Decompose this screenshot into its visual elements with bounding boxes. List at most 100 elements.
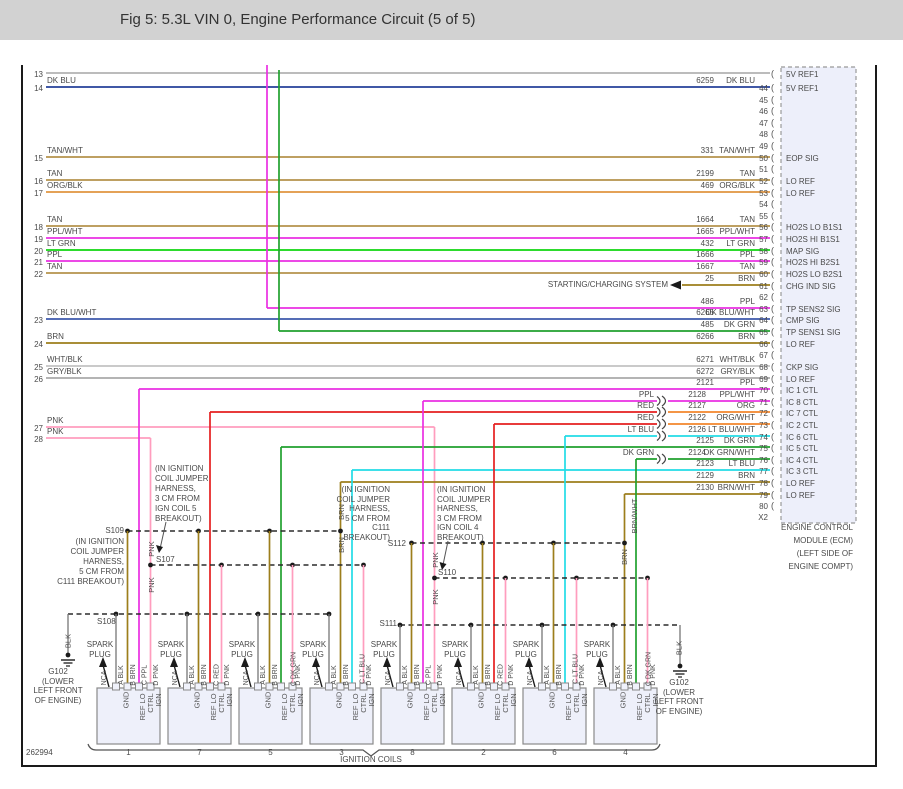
coil-pin-function-label: CTRL (500, 692, 510, 713)
coil-wire-label: C PPL (141, 664, 149, 685)
ignition-coil-box (96, 687, 161, 745)
ecm-pin-number: 70 (759, 386, 768, 395)
nca-label: NCA (313, 670, 321, 686)
pin-terminal-glyph: ( (771, 326, 774, 337)
coil-pin-function-label: CTRL (642, 692, 652, 713)
note-line: IGN COIL 4 (437, 523, 479, 532)
splice-wire-color-label: DK GRN (622, 448, 654, 457)
pin-terminal-glyph: ( (771, 256, 774, 267)
circuit-number: 1667 (696, 262, 714, 271)
pin-terminal-glyph: ( (771, 396, 774, 407)
pin-terminal-glyph: ( (771, 303, 774, 314)
pin-terminal-glyph: ( (771, 175, 774, 186)
ecm-pin-number: 51 (759, 165, 768, 174)
wire-color-label: PNK (430, 589, 440, 605)
splice-wire-color-label: RED (637, 401, 654, 410)
left-pin-number: 28 (34, 435, 43, 444)
coil-number: 7 (197, 748, 202, 757)
coil-terminal (549, 682, 558, 691)
circuit-number: 432 (700, 239, 714, 248)
pin-terminal-glyph: ( (771, 105, 774, 116)
ecm-pin-number: 60 (759, 270, 768, 279)
signal-label: MAP SIG (786, 247, 820, 256)
junction-dot (338, 528, 343, 534)
wire-color-label: GRY/BLK (47, 367, 82, 376)
pin-terminal-glyph: ( (771, 431, 774, 442)
spark-plug-label: SPARK (299, 640, 327, 649)
coil-pin-function-label: IGN (650, 693, 660, 708)
spark-plug-arrowhead (383, 657, 391, 667)
pin-terminal-glyph: ( (771, 314, 774, 325)
note-line: 3 CM FROM (155, 494, 200, 503)
left-pin-number: 15 (34, 154, 43, 163)
coil-number: 3 (339, 748, 344, 757)
wire-color-label: PPL/WHT (47, 227, 83, 236)
coil-terminal (620, 682, 629, 691)
circuit-number: 25 (705, 274, 714, 283)
ecm-pin-number: 69 (759, 375, 768, 384)
splice-symbol (661, 418, 667, 430)
spark-plug-label: SPARK (157, 640, 185, 649)
pin-terminal-glyph: ( (771, 94, 774, 105)
circuit-number: 2126 (688, 425, 706, 434)
coil-pin-function-label: IGN (224, 693, 234, 708)
ecm-pin-number: 68 (759, 363, 768, 372)
pin-terminal-glyph: ( (771, 233, 774, 244)
spark-plug-arrowhead (454, 657, 462, 667)
ecm-pin-number: 47 (759, 119, 768, 128)
circuit-number: 2123 (696, 459, 714, 468)
signal-label: IC 3 CTL (786, 467, 819, 476)
coil-pin-function-label: CTRL (145, 692, 155, 713)
pin-terminal-glyph: ( (771, 291, 774, 302)
ecm-pin-number: 66 (759, 340, 768, 349)
ignition-coils-label: IGNITION COILS (340, 754, 402, 764)
coil-terminal (478, 682, 487, 691)
coil-pin-function-label: GND (618, 692, 628, 709)
pin-terminal-glyph: ( (771, 442, 774, 453)
signal-label: HO2S HI B2S1 (786, 258, 840, 267)
coil-pin-function-label: GND (334, 692, 344, 709)
pin-terminal-glyph: ( (771, 500, 774, 511)
splice-symbol (656, 396, 661, 406)
ecm-pin-number: 55 (759, 212, 768, 221)
ecm-pin-number: 75 (759, 444, 768, 453)
left-pin-number: 18 (34, 223, 43, 232)
coil-wire-label: D PNK (508, 664, 516, 686)
junction-dot (432, 575, 437, 581)
coil-terminal (538, 682, 546, 691)
spark-plug-label: SPARK (370, 640, 398, 649)
ecm-pin-number: 61 (759, 282, 768, 291)
pin-terminal-glyph: ( (771, 82, 774, 93)
spark-plug-wire (102, 664, 110, 688)
spark-plug-label: SPARK (441, 640, 469, 649)
signal-label: IC 7 CTL (786, 409, 819, 418)
ecm-pin-number: 77 (759, 467, 768, 476)
circuit-number: 2199 (696, 169, 714, 178)
coil-number: 5 (268, 748, 273, 757)
ignition-coil-box (167, 687, 232, 745)
wire-color-label: DK BLU (726, 76, 755, 85)
ground-label: OF ENGINE) (655, 706, 703, 716)
coil-terminal (288, 682, 297, 691)
coil-wire-label: A BLK (330, 665, 338, 685)
ecm-pin-number: 67 (759, 351, 768, 360)
spark-plug-arrowhead (525, 657, 533, 667)
coil-terminal (112, 682, 120, 691)
pin-terminal-glyph: ( (771, 373, 774, 384)
ecm-pin-number: 58 (759, 247, 768, 256)
pin-terminal-glyph: ( (771, 384, 774, 395)
coil-wire-label: B BRN (485, 664, 493, 686)
signal-label: IC 4 CTL (786, 456, 819, 465)
wire-color-label: TAN (739, 215, 755, 224)
spark-plug-wire (386, 664, 394, 688)
junction-dot (677, 663, 683, 669)
wire-color-label: BRN/WHT (717, 483, 755, 492)
signal-label: IC 8 CTL (786, 398, 819, 407)
left-pin-number: 17 (34, 189, 43, 198)
splice-symbol (656, 431, 661, 441)
spark-plug-wire (315, 664, 323, 688)
coil-pin-function-label: GND (121, 692, 131, 709)
left-pin-number: 14 (34, 84, 43, 93)
note-line: HARNESS, (437, 504, 478, 513)
